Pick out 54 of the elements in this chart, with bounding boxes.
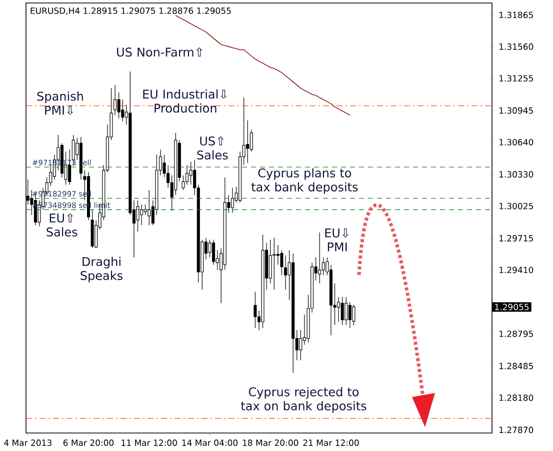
- annotation: Cyprus rejected to tax on bank deposits: [241, 387, 366, 413]
- y-tick-label: 1.31255: [499, 75, 533, 82]
- y-tick-label: 1.28485: [499, 362, 533, 370]
- candlestick: [322, 257, 325, 276]
- annotation: Draghi Speaks: [80, 256, 122, 282]
- candlestick: [352, 304, 356, 326]
- y-tick-label: 1.28180: [499, 394, 534, 401]
- candlestick: [230, 188, 234, 214]
- annotation: Cyprus plans to tax bank deposits: [251, 168, 358, 194]
- candlestick: [299, 330, 302, 361]
- y-tick-label: 1.28795: [499, 330, 533, 338]
- candlestick: [148, 190, 151, 226]
- candlestick: [140, 204, 144, 226]
- candlestick: [254, 291, 257, 328]
- candlestick: [272, 237, 276, 290]
- annotation: US⇧ Sales: [197, 136, 228, 160]
- candlestick: [276, 244, 280, 266]
- y-tick-label: 1.29410: [499, 266, 534, 274]
- candlestick: [208, 240, 212, 258]
- candlestick: [189, 162, 192, 186]
- candlestick: [121, 99, 124, 122]
- y-tick-label: 1.31865: [499, 12, 533, 18]
- y-tick-label: 1.27870: [499, 426, 534, 434]
- y-tick-label: 1.30025: [499, 202, 533, 210]
- x-tick-label: 4 Mar 2013: [4, 440, 52, 446]
- y-tick-label: 1.30640: [499, 138, 534, 146]
- x-tick-label: 14 Mar 04:00: [182, 440, 238, 446]
- annotation: EU Industrial⇩ Production: [143, 89, 227, 113]
- candlestick: [246, 120, 250, 164]
- annotation: US Non-Farm⇧: [117, 47, 202, 57]
- candlestick: [284, 255, 288, 290]
- x-tick-label: 6 Mar 20:00: [63, 440, 114, 446]
- candlestick: [268, 240, 272, 284]
- candlestick: [117, 92, 120, 119]
- candlestick: [212, 240, 216, 266]
- y-tick-label: 1.30330: [499, 171, 534, 178]
- candlestick: [344, 296, 348, 326]
- candlestick: [348, 302, 352, 328]
- candlestick: [337, 296, 340, 322]
- candlestick: [340, 296, 344, 326]
- y-tick-label: 1.31560: [499, 43, 534, 50]
- annotation: Spanish PMI⇩: [37, 91, 83, 115]
- chart-title: EURUSD,H4 1.28915 1.29075 1.28876 1.29055: [30, 8, 231, 15]
- y-tick-label: 1.30945: [499, 107, 533, 114]
- text: 1.29055: [495, 304, 529, 310]
- y-tick-label: 1.29715: [499, 235, 533, 242]
- x-tick-label: 18 Mar 20:00: [242, 440, 298, 446]
- candlestick: [250, 129, 253, 152]
- candlestick: [186, 164, 189, 186]
- candlestick: [318, 232, 322, 284]
- annotation: EU⇩ PMI: [325, 228, 348, 252]
- annotation: EU⇧ Sales: [46, 213, 78, 236]
- x-tick-label: 11 Mar 12:00: [122, 440, 177, 446]
- x-tick-label: 21 Mar 12:00: [303, 440, 359, 446]
